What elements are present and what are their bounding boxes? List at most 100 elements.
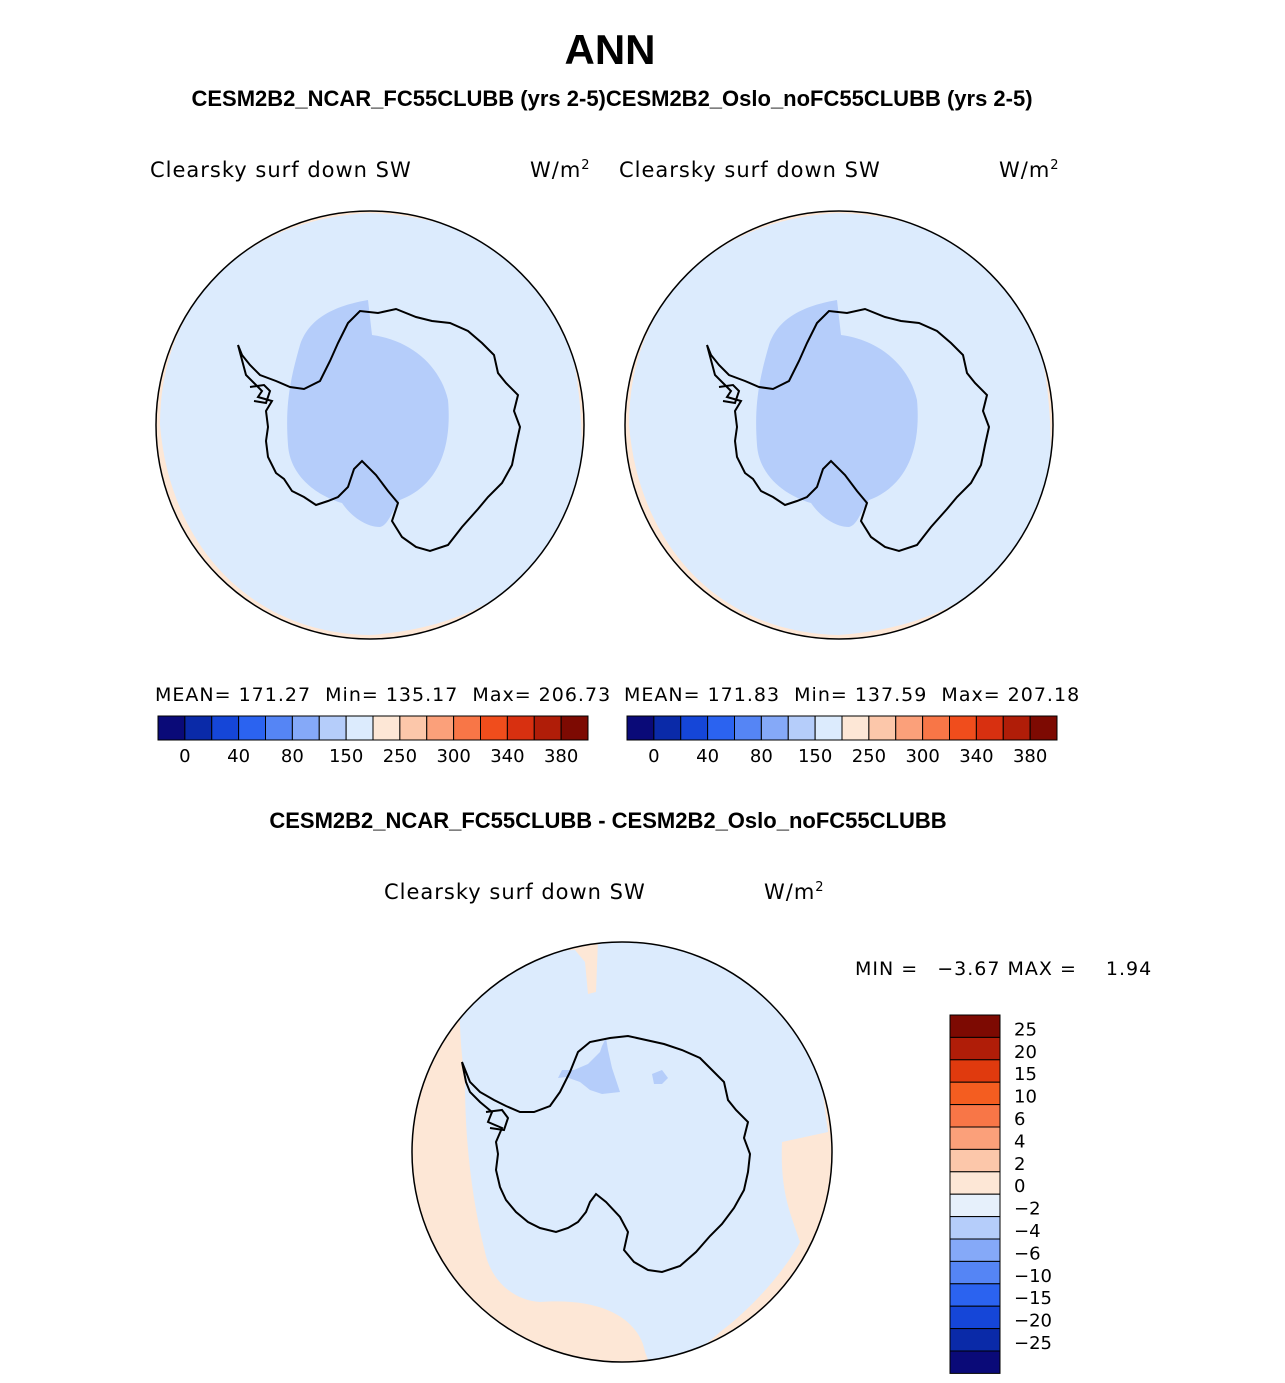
diff-antarctica-coast [461,1034,752,1274]
diff-colorbar-tick-label: −20 [1014,1311,1052,1332]
diff-colorbar-swatch [949,1171,1001,1195]
panel2-low-region [756,300,918,527]
panel2-colorbar-swatch [868,715,897,741]
panel1-colorbar-swatch [426,715,455,741]
panel1-colorbar-swatch [211,715,240,741]
diff-colorbar-swatch [949,1283,1001,1307]
panel2-colorbar-tick-label: 250 [852,746,886,767]
panel1-units-exp: 2 [581,158,591,173]
panel2-colorbar-tick-label: 150 [798,746,832,767]
diff-colorbar-swatch [949,1193,1001,1218]
panel1-colorbar-swatch [345,715,374,741]
diff-colorbar-swatch [949,1350,1001,1374]
panel2-colorbar-swatch [949,715,977,741]
panel2-peninsula-detail [718,383,741,405]
panel1-colorbar-tick-label: 300 [436,746,470,767]
panel1-colorbar: 0 40 80 150 250 300 340 380 [157,715,589,767]
panel2-colorbar-swatch [814,715,843,741]
panel1-colorbar-swatch [533,715,562,741]
season-title: ANN [564,26,656,73]
diff-low-patch-2 [652,1070,668,1084]
panel1-colorbar-swatch [184,715,213,741]
panel1-peninsula-detail [249,383,272,405]
panel2-mean-value: 171.83 [707,684,781,706]
panel2-units-exp: 2 [1050,158,1060,173]
diff-title: CESM2B2_NCAR_FC55CLUBB - CESM2B2_Oslo_no… [269,808,947,833]
panel2-colorbar-swatch [626,715,655,741]
diff-colorbar-tick-label: −6 [1014,1243,1041,1264]
diff-colorbar-tick-label: 15 [1014,1064,1037,1085]
panel1-low-region [287,300,449,527]
panel1-max-label: Max= [472,684,532,706]
panel1-colorbar-tick-label: 250 [383,746,417,767]
diff-max-value: 1.94 [1105,958,1153,980]
panel2-colorbar-tick-label: 380 [1013,746,1047,767]
diff-min-label: MIN = [855,958,919,980]
diff-colorbar-tick-label: 0 [1014,1176,1025,1197]
diff-colorbar-swatch [949,1059,1001,1083]
panel2-colorbar-swatch [734,715,762,741]
panel1-map [155,210,585,640]
panel2-units-base: W/m [999,158,1051,182]
case-header: CESM2B2_NCAR_FC55CLUBB (yrs 2-5)CESM2B2_… [191,86,1033,111]
panel2-variable: Clearsky surf down SW [619,158,881,182]
panel1-map-border [155,210,585,640]
diff-colorbar-tick-label: 6 [1014,1109,1025,1130]
panel2-colorbar-tick-label: 0 [648,746,659,767]
diff-colorbar-tick-label: 25 [1014,1019,1037,1040]
panel1-variable: Clearsky surf down SW [150,158,412,182]
panel2-colorbar-tick-label: 80 [750,746,773,767]
panel2-colorbar: 0 40 80 150 250 300 340 380 [626,715,1058,767]
diff-units-base: W/m [764,880,816,904]
panel2-stats: MEAN= 171.83 Min= 137.59 Max= 207.18 [624,684,1080,706]
panel2-max-label: Max= [941,684,1001,706]
panel2-map-border [624,210,1054,640]
panel2-colorbar-tick-label: 40 [696,746,719,767]
panel1-colorbar-swatch [238,715,266,741]
diff-colorbar-swatch [949,1238,1001,1262]
panel2-colorbar-swatch [680,715,709,741]
panel1-colorbar-swatch [480,715,508,741]
panel2-colorbar-swatch [787,715,816,741]
panel2-colorbar-swatch [922,715,950,741]
panel1-colorbar-swatch [560,715,589,741]
panel2-colorbar-swatch [707,715,735,741]
panel2-min-value: 137.59 [854,684,928,706]
panel1-colorbar-swatch [399,715,428,741]
panel2-units: W/m2 [999,158,1060,182]
panel1-colorbar-tick-label: 340 [490,746,524,767]
panel2-colorbar-swatch [1002,715,1031,741]
panel1-colorbar-tick-label: 150 [329,746,363,767]
panel2-map [624,210,1054,640]
panel2-colorbar-swatch [653,715,682,741]
panel1-colorbar-swatch [506,715,535,741]
diff-colorbar-swatch [949,1260,1001,1285]
panel1-colorbar-swatch [291,715,320,741]
panel1-units: W/m2 [530,158,591,182]
panel1-colorbar-tick-label: 80 [281,746,304,767]
panel1-colorbar-swatch [265,715,293,741]
panel2-colorbar-swatch [895,715,924,741]
diff-map [411,941,833,1363]
diff-stats: MIN = −3.67 MAX = 1.94 [855,958,1152,980]
diff-units: W/m2 [764,880,825,904]
panel1-max-value: 206.73 [538,684,612,706]
diff-colorbar-swatch [949,1126,1001,1150]
panel2-antarctica-coast [706,307,991,553]
panel2-colorbar-swatch [760,715,789,741]
diff-colorbar-swatch [949,1305,1001,1330]
diff-colorbar-swatch [949,1328,1001,1352]
panel1-colorbar-tick-label: 40 [227,746,250,767]
panel1-colorbar-swatch [453,715,481,741]
diff-colorbar-swatch [949,1216,1001,1240]
panel1-colorbar-tick-label: 0 [179,746,190,767]
diff-map-border [411,941,833,1363]
diff-colorbar-tick-label: −2 [1014,1199,1041,1220]
diff-colorbar-swatch [949,1104,1001,1128]
diff-colorbar-swatch [949,1036,1001,1061]
panel2-colorbar-tick-label: 300 [905,746,939,767]
panel1-antarctica-coast [237,307,522,553]
panel1-colorbar-swatch [372,715,401,741]
panel1-colorbar-swatch [318,715,347,741]
